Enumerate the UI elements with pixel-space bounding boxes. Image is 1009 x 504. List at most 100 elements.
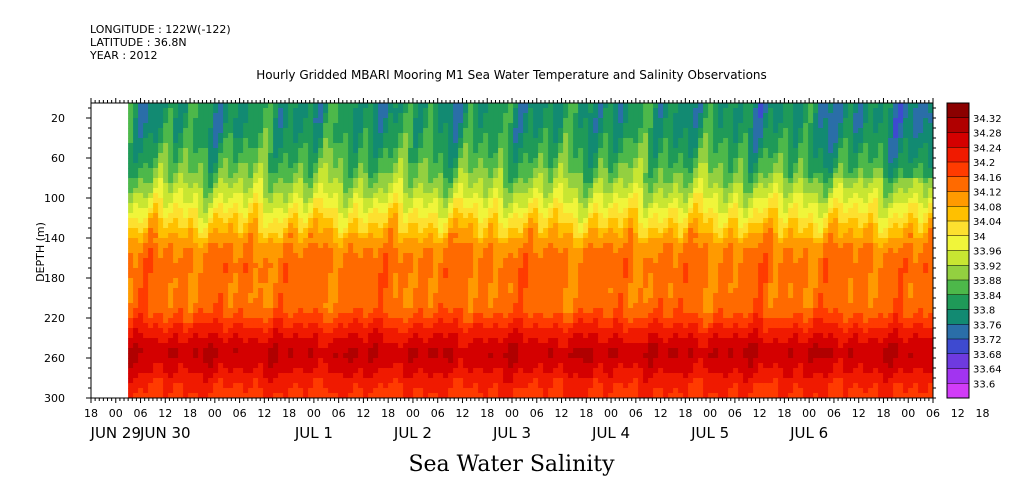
salinity-cell <box>288 148 294 154</box>
salinity-cell <box>508 383 514 389</box>
salinity-cell <box>418 323 424 329</box>
salinity-cell <box>383 243 389 249</box>
salinity-cell <box>423 223 429 229</box>
salinity-cell <box>238 373 244 379</box>
salinity-cell <box>253 373 259 379</box>
salinity-cell <box>178 228 184 234</box>
salinity-cell <box>138 393 144 398</box>
salinity-cell <box>173 338 179 344</box>
salinity-cell <box>323 288 329 294</box>
salinity-cell <box>348 258 354 264</box>
salinity-cell <box>373 283 379 289</box>
salinity-cell <box>403 283 409 289</box>
salinity-cell <box>278 273 284 279</box>
salinity-cell <box>338 173 344 179</box>
salinity-cell <box>523 158 529 164</box>
salinity-cell <box>158 173 164 179</box>
salinity-cell <box>173 148 179 154</box>
salinity-cell <box>208 183 214 189</box>
salinity-cell <box>163 288 169 294</box>
salinity-cell <box>358 243 364 249</box>
salinity-cell <box>353 293 359 299</box>
salinity-cell <box>233 378 239 384</box>
salinity-cell <box>278 388 284 394</box>
salinity-cell <box>253 188 259 194</box>
salinity-cell <box>318 133 324 139</box>
salinity-cell <box>403 343 409 349</box>
salinity-cell <box>278 158 284 164</box>
salinity-cell <box>408 188 414 194</box>
salinity-cell <box>328 173 334 179</box>
salinity-cell <box>183 213 189 219</box>
salinity-cell <box>533 308 539 314</box>
salinity-cell <box>213 333 219 339</box>
salinity-cell <box>323 263 329 269</box>
salinity-cell <box>218 263 224 269</box>
salinity-cell <box>263 233 269 239</box>
salinity-cell <box>483 203 489 209</box>
salinity-cell <box>428 103 434 109</box>
salinity-cell <box>353 268 359 274</box>
salinity-cell <box>268 108 274 114</box>
salinity-cell <box>508 328 514 334</box>
salinity-cell <box>488 268 494 274</box>
salinity-cell <box>193 138 199 144</box>
salinity-cell <box>153 143 159 149</box>
salinity-cell <box>323 163 329 169</box>
salinity-cell <box>343 318 349 324</box>
salinity-cell <box>403 348 409 354</box>
salinity-cell <box>503 168 509 174</box>
salinity-cell <box>248 298 254 304</box>
salinity-cell <box>338 198 344 204</box>
salinity-cell <box>438 243 444 249</box>
salinity-cell <box>138 213 144 219</box>
salinity-cell <box>423 258 429 264</box>
salinity-cell <box>333 168 339 174</box>
salinity-cell <box>213 303 219 309</box>
salinity-cell <box>418 233 424 239</box>
salinity-cell <box>368 313 374 319</box>
salinity-cell <box>433 158 439 164</box>
salinity-cell <box>263 383 269 389</box>
salinity-cell <box>483 373 489 379</box>
salinity-cell <box>398 348 404 354</box>
salinity-cell <box>353 283 359 289</box>
salinity-cell <box>493 163 499 169</box>
salinity-cell <box>168 388 174 394</box>
salinity-cell <box>228 193 234 199</box>
salinity-cell <box>538 293 544 299</box>
salinity-cell <box>418 288 424 294</box>
salinity-cell <box>128 193 134 199</box>
salinity-cell <box>443 158 449 164</box>
salinity-cell <box>163 273 169 279</box>
salinity-cell <box>143 118 149 124</box>
salinity-cell <box>448 293 454 299</box>
salinity-cell <box>413 238 419 244</box>
salinity-cell <box>253 208 259 214</box>
salinity-cell <box>493 233 499 239</box>
salinity-cell <box>238 348 244 354</box>
salinity-cell <box>318 333 324 339</box>
salinity-cell <box>228 283 234 289</box>
salinity-cell <box>378 313 384 319</box>
salinity-cell <box>528 208 534 214</box>
salinity-cell <box>408 238 414 244</box>
salinity-cell <box>483 183 489 189</box>
salinity-cell <box>288 183 294 189</box>
salinity-cell <box>483 208 489 214</box>
salinity-cell <box>343 293 349 299</box>
salinity-cell <box>518 348 524 354</box>
salinity-cell <box>403 358 409 364</box>
salinity-cell <box>433 353 439 359</box>
salinity-cell <box>503 208 509 214</box>
salinity-cell <box>548 128 554 134</box>
salinity-cell <box>303 263 309 269</box>
salinity-cell <box>318 198 324 204</box>
salinity-cell <box>283 158 289 164</box>
salinity-cell <box>498 103 504 109</box>
salinity-cell <box>293 238 299 244</box>
salinity-cell <box>328 378 334 384</box>
salinity-cell <box>308 293 314 299</box>
salinity-cell <box>413 378 419 384</box>
salinity-cell <box>283 203 289 209</box>
